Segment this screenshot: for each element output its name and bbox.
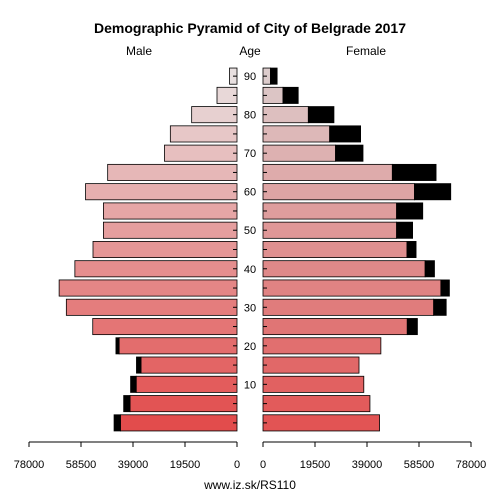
age-tick-label-40: 40 — [244, 264, 256, 276]
bars-layer — [58, 67, 452, 432]
male-excess-bar-20 — [115, 337, 120, 355]
female-bar-60 — [262, 183, 415, 201]
female-bar-5 — [262, 395, 371, 413]
age-tick-label-80: 80 — [244, 110, 256, 122]
female-excess-bar-60 — [414, 183, 452, 201]
footer-credit: www.iz.sk/RS110 — [203, 478, 296, 492]
age-tick-label-30: 30 — [244, 302, 256, 314]
female-excess-bar-55 — [396, 202, 424, 220]
female-bar-50 — [262, 221, 398, 239]
male-excess-bar-10 — [130, 375, 137, 393]
female-bar-45 — [262, 241, 408, 258]
female-excess-bar-80 — [307, 106, 335, 124]
male-bar-60 — [85, 183, 238, 201]
male-bar-50 — [103, 221, 238, 239]
female-excess-bar-50 — [396, 221, 414, 239]
female-bar-75 — [262, 125, 331, 143]
female-bar-80 — [262, 106, 309, 124]
male-bar-70 — [164, 144, 238, 162]
male-bar-80 — [191, 106, 238, 124]
male-x-tick-label-0: 0 — [234, 459, 240, 471]
male-bar-65 — [107, 163, 238, 181]
male-bar-5 — [129, 395, 238, 413]
female-x-tick-label-19500: 19500 — [300, 459, 331, 471]
male-excess-bar-15 — [136, 356, 142, 374]
male-bar-25 — [92, 318, 238, 336]
male-bar-55 — [103, 202, 238, 220]
female-bar-40 — [262, 260, 426, 278]
female-excess-bar-75 — [329, 125, 361, 143]
female-excess-bar-85 — [282, 86, 299, 104]
male-x-tick-label-39000: 39000 — [118, 459, 149, 471]
female-x-tick-label-0: 0 — [260, 459, 266, 471]
female-bar-35 — [262, 279, 442, 297]
male-x-tick-label-58500: 58500 — [66, 459, 97, 471]
male-excess-bar-0 — [113, 414, 121, 432]
female-bar-30 — [262, 298, 435, 316]
male-bar-10 — [135, 375, 238, 393]
age-tick-label-90: 90 — [244, 71, 256, 83]
female-excess-bar-25 — [406, 318, 418, 336]
age-tick-label-10: 10 — [244, 379, 256, 391]
female-x-tick-label-78000: 78000 — [456, 459, 487, 471]
age-tick-label-50: 50 — [244, 225, 256, 237]
female-x-tick-label-58500: 58500 — [404, 459, 435, 471]
male-bar-30 — [65, 298, 238, 316]
female-label: Female — [346, 44, 386, 58]
female-excess-bar-30 — [433, 298, 447, 316]
male-label: Male — [126, 44, 152, 58]
male-excess-bar-5 — [123, 395, 131, 413]
chart-title: Demographic Pyramid of City of Belgrade … — [94, 20, 406, 36]
male-bar-20 — [118, 337, 238, 355]
male-bar-40 — [74, 260, 238, 278]
male-bar-35 — [58, 279, 238, 297]
female-bar-0 — [262, 414, 380, 432]
male-bar-15 — [140, 356, 238, 374]
male-bar-0 — [120, 414, 238, 432]
female-excess-bar-90 — [270, 67, 278, 85]
male-x-tick-label-78000: 78000 — [14, 459, 45, 471]
axes-layer: 10 20 30 40 50 60 70 80 90 78000 78000 58500 58500 39… — [14, 71, 487, 471]
age-label: Age — [239, 44, 261, 58]
female-excess-bar-40 — [424, 260, 435, 278]
male-x-tick-label-19500: 19500 — [170, 459, 201, 471]
female-excess-bar-45 — [406, 241, 417, 258]
female-bar-20 — [262, 337, 382, 355]
female-bar-55 — [262, 202, 398, 220]
female-excess-bar-35 — [440, 279, 450, 297]
female-bar-10 — [262, 375, 365, 393]
female-bar-70 — [262, 144, 336, 162]
male-bar-45 — [92, 241, 238, 258]
age-tick-label-60: 60 — [244, 187, 256, 199]
age-tick-label-70: 70 — [244, 148, 256, 160]
female-bar-15 — [262, 356, 360, 374]
age-tick-label-20: 20 — [244, 341, 256, 353]
female-excess-bar-70 — [335, 144, 364, 162]
female-x-tick-label-39000: 39000 — [352, 459, 383, 471]
male-bar-75 — [169, 125, 238, 143]
female-excess-bar-65 — [391, 163, 437, 181]
female-bar-25 — [262, 318, 408, 336]
female-bar-65 — [262, 163, 393, 181]
